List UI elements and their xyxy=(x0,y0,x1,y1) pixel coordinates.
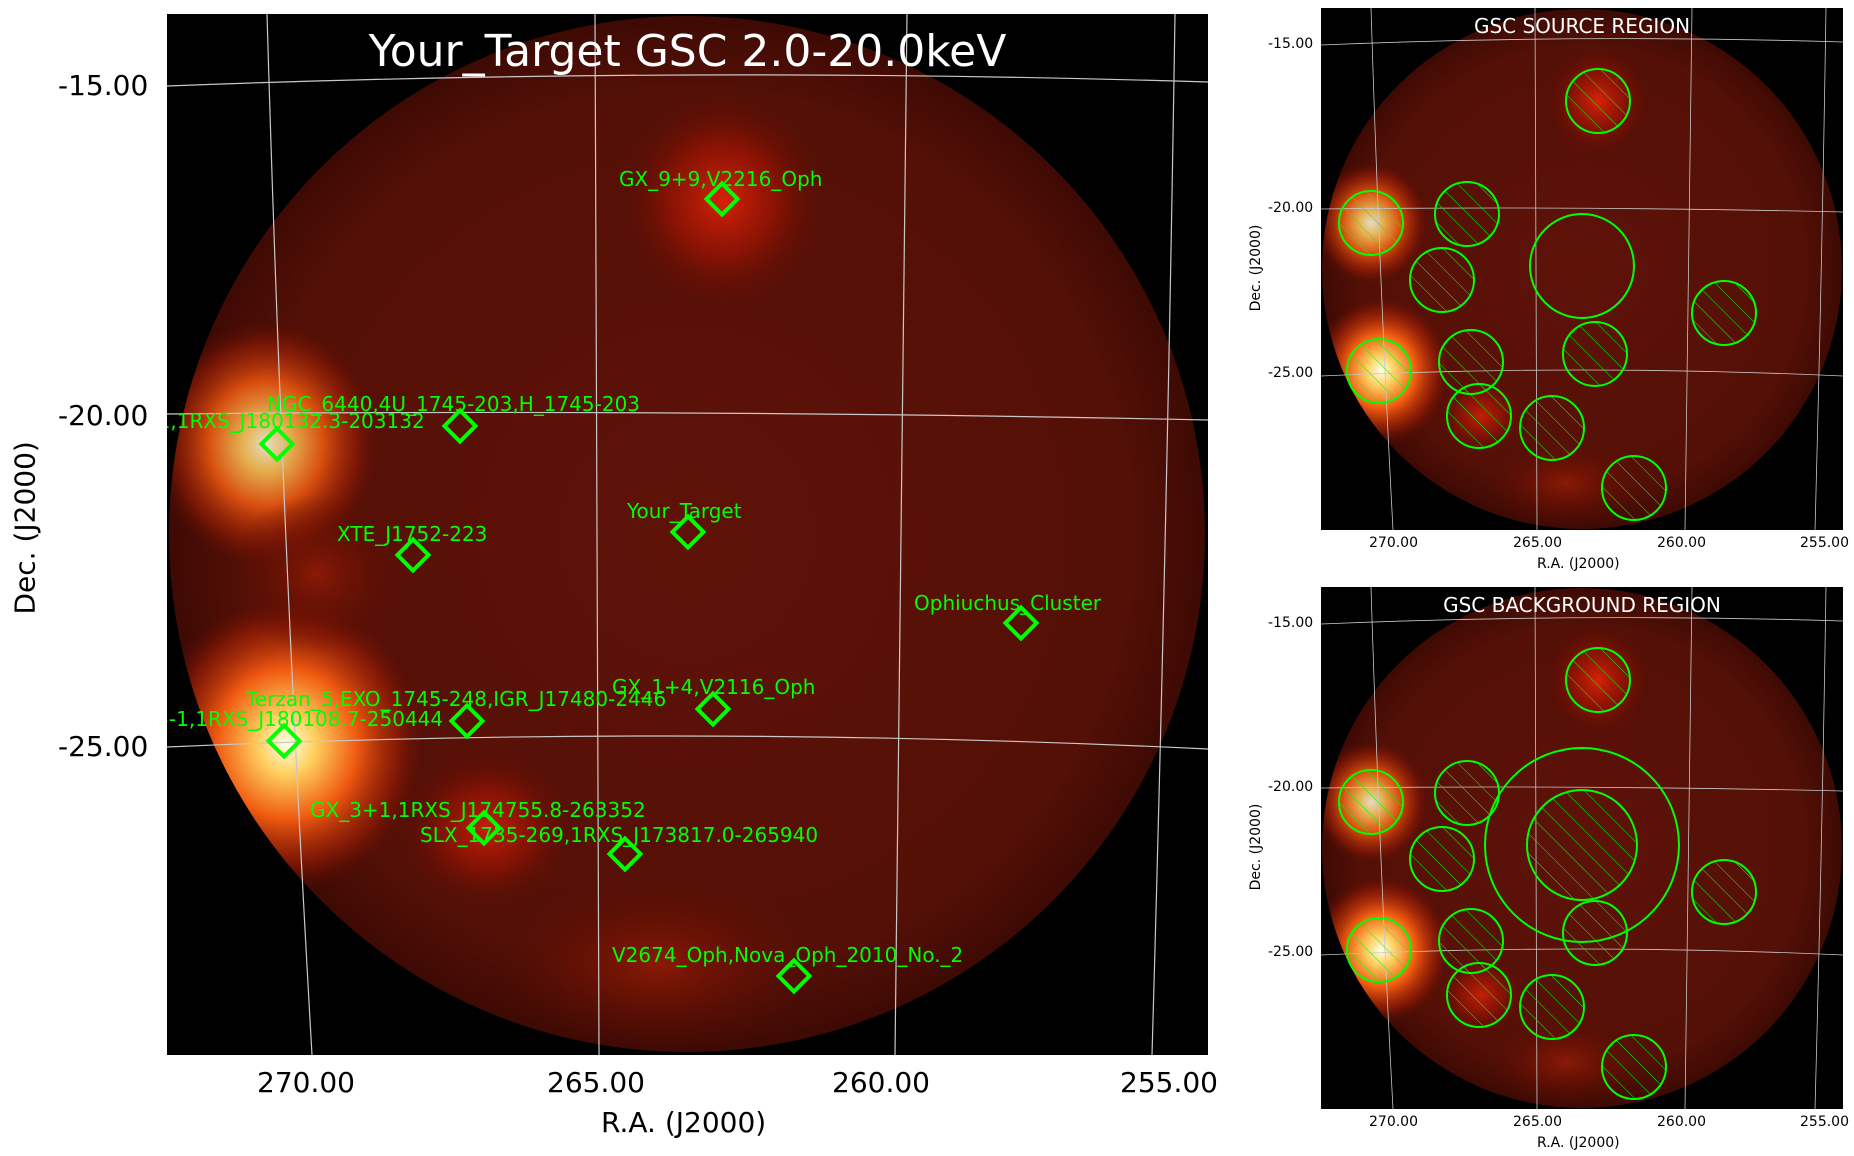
source-marker[interactable] xyxy=(258,425,296,463)
y-tick-label: -25.00 xyxy=(58,730,149,763)
coordinate-grid xyxy=(167,14,1208,1055)
background-region-circle[interactable] xyxy=(1601,1034,1667,1100)
source-region-circle[interactable] xyxy=(1691,280,1757,346)
source-label: SLX_1735-269,1RXS_J173817.0-265940 xyxy=(420,823,818,847)
target-region-circle[interactable] xyxy=(1529,213,1635,319)
source-region-panel: GSC SOURCE REGION xyxy=(1321,8,1843,530)
background-region-circle[interactable] xyxy=(1346,917,1412,983)
x-tick-label: 270.00 xyxy=(1369,535,1418,551)
source-label: GX_9+1,1RXS_J180132.3-203132 xyxy=(167,409,425,433)
x-axis-label: R.A. (J2000) xyxy=(1537,1135,1620,1151)
source-label: GX_3+1,1RXS_J174755.8-263352 xyxy=(310,798,646,822)
y-tick-label: -25.00 xyxy=(1268,944,1314,960)
source-marker[interactable] xyxy=(441,407,479,445)
background-region-circle[interactable] xyxy=(1562,900,1628,966)
source-region-circle[interactable] xyxy=(1565,68,1631,134)
x-axis-label: R.A. (J2000) xyxy=(1537,556,1620,572)
background-region-panel: GSC BACKGROUND REGION xyxy=(1321,587,1843,1109)
x-tick-label: 255.00 xyxy=(1800,1114,1849,1130)
source-region-circle[interactable] xyxy=(1434,181,1500,247)
source-label: XTE_J1752-223 xyxy=(337,522,487,546)
source-marker[interactable] xyxy=(448,702,486,740)
x-axis-label: R.A. (J2000) xyxy=(601,1106,767,1139)
x-tick-label: 255.00 xyxy=(1120,1066,1218,1099)
background-region-circle[interactable] xyxy=(1519,974,1585,1040)
source-marker[interactable] xyxy=(669,513,707,551)
source-region-circle[interactable] xyxy=(1601,455,1667,521)
background-outer-circle[interactable] xyxy=(1484,747,1680,943)
source-marker[interactable] xyxy=(265,722,303,760)
source-label: GX_1+4,V2116_Oph xyxy=(612,675,815,699)
source-markers: GX_9+9,V2216_Oph NGC_6440,4U_1745-203,H_… xyxy=(167,167,1102,995)
source-marker[interactable] xyxy=(1002,604,1040,642)
y-tick-label: -25.00 xyxy=(1268,365,1314,381)
source-label: GX_9+9,V2216_Oph xyxy=(619,167,822,191)
y-axis-label: Dec. (J2000) xyxy=(1248,224,1264,312)
y-tick-label: -20.00 xyxy=(58,399,149,432)
y-tick-label: -15.00 xyxy=(58,69,149,102)
source-marker[interactable] xyxy=(775,957,813,995)
source-marker[interactable] xyxy=(606,835,644,873)
source-label: NGC_6440,4U_1745-203,H_1745-203 xyxy=(267,392,640,416)
main-map-title: Your_Target GSC 2.0-20.0keV xyxy=(368,26,1007,77)
source-label: V2674_Oph,Nova_Oph_2010_No._2 xyxy=(612,943,963,967)
background-region-title: GSC BACKGROUND REGION xyxy=(1443,593,1721,617)
x-tick-label: 260.00 xyxy=(1657,535,1706,551)
source-region-title: GSC SOURCE REGION xyxy=(1473,14,1691,38)
y-axis-label: Dec. (J2000) xyxy=(1248,803,1264,891)
y-axis-label: Dec. (J2000) xyxy=(8,441,42,615)
source-region-circle[interactable] xyxy=(1338,190,1404,256)
y-tick-label: -15.00 xyxy=(1268,615,1314,631)
source-label: Your_Target xyxy=(626,499,742,523)
source-label: Ophiuchus_Cluster xyxy=(914,591,1102,615)
source-marker[interactable] xyxy=(394,536,432,574)
x-tick-label: 260.00 xyxy=(1657,1114,1706,1130)
source-marker[interactable] xyxy=(703,180,741,218)
source-region-circle[interactable] xyxy=(1409,247,1475,313)
x-tick-label: 260.00 xyxy=(832,1066,930,1099)
main-map-image xyxy=(167,14,1208,1055)
source-marker[interactable] xyxy=(465,809,503,847)
source-label: GX_5-1,1RXS_J180108.7-250444 xyxy=(167,707,443,731)
y-tick-label: -20.00 xyxy=(1268,779,1314,795)
background-region-circle[interactable] xyxy=(1409,826,1475,892)
y-tick-label: -20.00 xyxy=(1268,200,1314,216)
x-tick-label: 255.00 xyxy=(1800,535,1849,551)
x-tick-label: 270.00 xyxy=(257,1066,355,1099)
source-region-circle[interactable] xyxy=(1346,338,1412,404)
y-tick-label: -15.00 xyxy=(1268,36,1314,52)
background-region-circle[interactable] xyxy=(1691,859,1757,925)
main-map-panel: Your_Target GSC 2.0-20.0keV GX_9+9,V2216… xyxy=(167,14,1208,1055)
background-inner-circle[interactable] xyxy=(1526,789,1638,901)
x-tick-label: 265.00 xyxy=(1513,535,1562,551)
background-region-circle[interactable] xyxy=(1338,769,1404,835)
background-region-circle[interactable] xyxy=(1446,962,1512,1028)
x-tick-label: 265.00 xyxy=(547,1066,645,1099)
background-region-circle[interactable] xyxy=(1565,647,1631,713)
source-region-circle[interactable] xyxy=(1562,321,1628,387)
source-region-image xyxy=(1321,8,1843,530)
source-label: Terzan_5,EXO_1745-248,IGR_J17480-2446 xyxy=(245,687,666,711)
source-region-circle[interactable] xyxy=(1446,383,1512,449)
source-marker[interactable] xyxy=(694,690,732,728)
background-region-image xyxy=(1321,587,1843,1109)
x-tick-label: 265.00 xyxy=(1513,1114,1562,1130)
source-region-circle[interactable] xyxy=(1519,395,1585,461)
x-tick-label: 270.00 xyxy=(1369,1114,1418,1130)
